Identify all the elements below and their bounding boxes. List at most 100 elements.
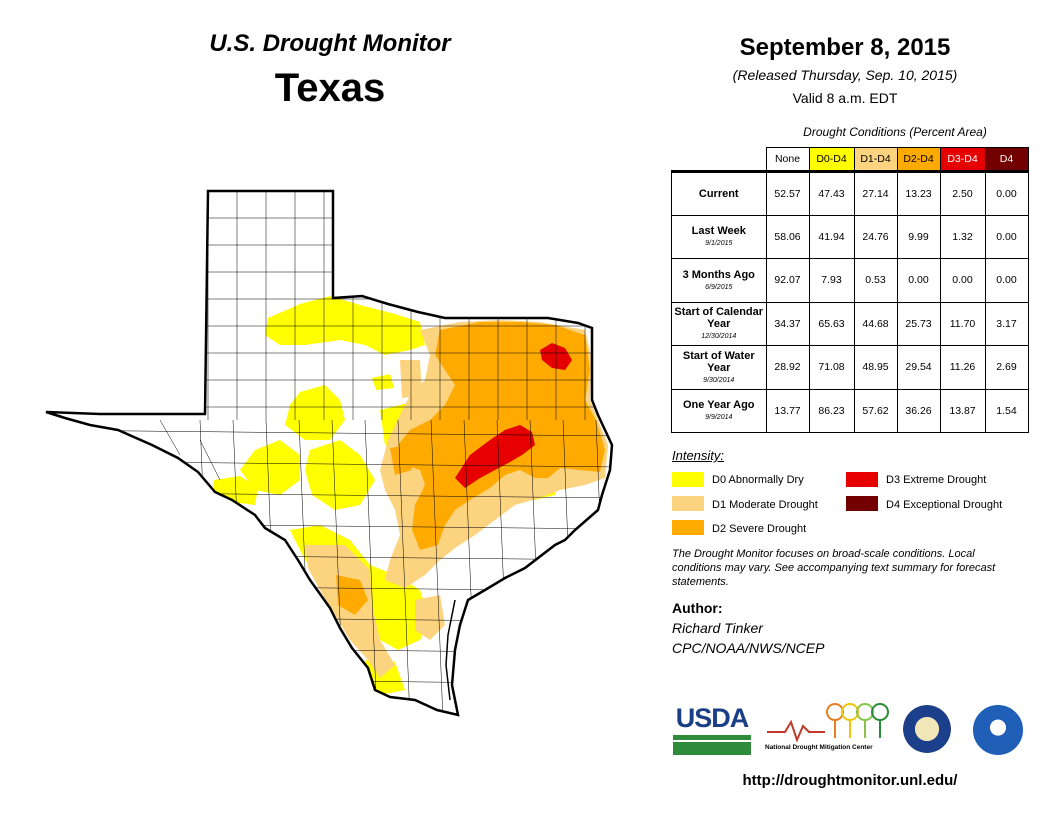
col-header-d2-d4: D2-D4 [896,147,941,172]
row-sublabel: 9/1/2015 [705,240,733,248]
legend-label-d2: D2 Severe Drought [712,523,807,535]
table-row: Start of Calendar Year 12/30/2014 34.37 6… [671,301,1029,346]
legend-swatch-d0 [672,472,704,487]
ndmc-logo-text: National Drought Mitigation Center [765,744,873,751]
table-cell: 41.94 [808,214,855,259]
map-date: September 8, 2015 [739,34,951,61]
row-label: Start of Water Year 9/30/2014 [671,345,767,390]
table-cell: 0.00 [939,258,986,303]
row-sublabel: 12/30/2014 [701,333,737,341]
author-heading: Author: [672,600,723,616]
table-cell: 57.62 [853,388,898,433]
legend-label-d0: D0 Abnormally Dry [712,474,804,486]
row-label-text: One Year Ago [682,399,755,412]
row-label-text: Start of Water Year [682,349,755,374]
table-header-row: None D0-D4 D1-D4 D2-D4 D3-D4 D4 [672,147,1029,172]
table-caption: Drought Conditions (Percent Area) [803,125,987,139]
legend-title: Intensity: [672,448,725,463]
legend-label-d4: D4 Exceptional Drought [886,499,1003,511]
row-label: Last Week 9/1/2015 [671,214,767,259]
author-org: CPC/NOAA/NWS/NCEP [672,640,825,656]
ndmc-logo: National Drought Mitigation Center [765,700,889,758]
website-link[interactable]: http://droughtmonitor.unl.edu/ [742,772,958,789]
table-cell: 7.93 [808,258,855,303]
noaa-seal-icon [973,705,1023,755]
legend-label-d3: D3 Extreme Drought [886,474,987,486]
legend-swatch-d3 [846,472,878,487]
table-cell: 0.00 [896,258,941,303]
table-cell: 0.00 [984,170,1029,216]
table-cell: 86.23 [808,388,855,433]
table-cell: 2.50 [939,170,986,216]
table-cell: 71.08 [808,345,855,390]
table-row: Last Week 9/1/2015 58.06 41.94 24.76 9.99… [671,214,1029,259]
row-label-text: Current [698,187,739,200]
row-sublabel: 6/9/2015 [705,283,733,291]
row-label: 3 Months Ago 6/9/2015 [671,258,767,303]
legend-swatch-d1 [672,496,704,511]
table-cell: 1.54 [984,388,1029,433]
row-sublabel: 9/9/2014 [705,414,733,422]
usda-logo: USDA [673,703,751,755]
row-label-text: Last Week [691,225,746,238]
col-header-d0-d4: D0-D4 [808,147,855,172]
table-cell: 25.73 [896,301,941,346]
table-cell: 47.43 [808,170,855,216]
valid-time: Valid 8 a.m. EDT [792,90,898,106]
ndmc-tree-icon [767,703,889,743]
barrier-island [445,599,456,701]
col-header-d1-d4: D1-D4 [853,147,898,172]
table-row: Start of Water Year 9/30/2014 28.92 71.08… [671,345,1029,390]
table-row: One Year Ago 9/9/2014 13.77 86.23 57.62 3… [671,388,1029,433]
col-header-d3-d4: D3-D4 [939,147,986,172]
table-row: Current 52.57 47.43 27.14 13.23 2.50 0.0… [671,170,1029,216]
header-blank [672,148,767,172]
usda-logo-text: USDA [675,703,750,733]
table-cell: 0.00 [984,214,1029,259]
usda-field-graphic [673,733,751,755]
state-title: Texas [274,66,386,110]
table-cell: 65.63 [808,301,855,346]
table-cell: 13.87 [939,388,986,433]
col-header-d4: D4 [984,147,1029,172]
table-cell: 3.17 [984,301,1029,346]
table-cell: 13.77 [765,388,810,433]
table-cell: 28.92 [765,345,810,390]
table-cell: 13.23 [896,170,941,216]
table-cell: 29.54 [896,345,941,390]
row-label-text: 3 Months Ago [682,268,755,281]
drought-stats-table: None D0-D4 D1-D4 D2-D4 D3-D4 D4 Current … [671,147,1029,433]
table-cell: 0.00 [984,258,1029,303]
table-cell: 0.53 [853,258,898,303]
table-cell: 92.07 [765,258,810,303]
table-row: 3 Months Ago 6/9/2015 92.07 7.93 0.53 0.0… [671,258,1029,303]
table-cell: 52.57 [765,170,810,216]
release-date: (Released Thursday, Sep. 10, 2015) [732,67,958,83]
author-name: Richard Tinker [672,620,763,636]
commerce-seal-icon [903,705,951,753]
table-cell: 48.95 [853,345,898,390]
table-cell: 24.76 [853,214,898,259]
table-cell: 9.99 [896,214,941,259]
table-cell: 27.14 [853,170,898,216]
table-cell: 58.06 [765,214,810,259]
row-sublabel: 9/30/2014 [703,376,735,384]
table-cell: 11.70 [939,301,986,346]
table-cell: 2.69 [984,345,1029,390]
texas-drought-map [44,189,614,717]
table-cell: 34.37 [765,301,810,346]
table-cell: 1.32 [939,214,986,259]
legend-swatch-d2 [672,520,704,535]
disclaimer-text: The Drought Monitor focuses on broad-sca… [672,548,996,588]
table-cell: 44.68 [853,301,898,346]
row-label: Start of Calendar Year 12/30/2014 [671,301,767,346]
table-cell: 36.26 [896,388,941,433]
row-label: One Year Ago 9/9/2014 [671,388,767,433]
row-label-text: Start of Calendar Year [674,306,764,331]
brand-title: U.S. Drought Monitor [209,30,451,57]
table-cell: 11.26 [939,345,986,390]
col-header-none: None [765,147,810,172]
legend-label-d1: D1 Moderate Drought [712,499,818,511]
legend-swatch-d4 [846,496,878,511]
row-label: Current [671,170,767,216]
